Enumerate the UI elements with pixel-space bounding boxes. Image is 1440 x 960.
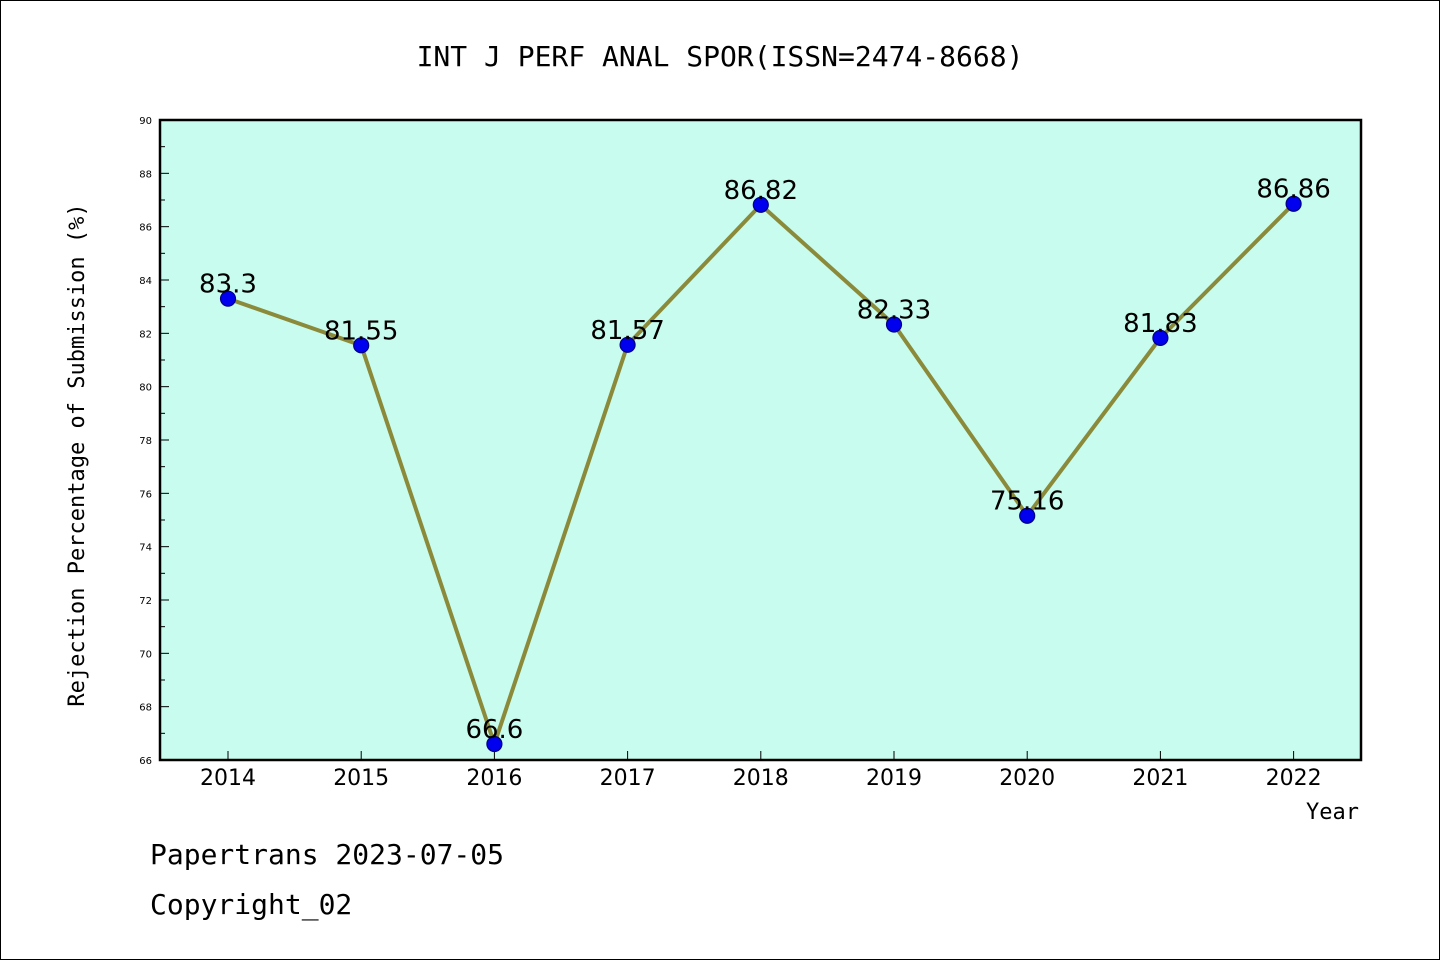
y-tick-label: 72 <box>139 596 152 607</box>
y-tick-label: 70 <box>139 649 152 660</box>
data-label: 75.16 <box>990 487 1064 517</box>
x-tick-label: 2022 <box>1266 766 1322 791</box>
y-tick-label: 88 <box>139 169 152 180</box>
plot-area <box>160 120 1361 760</box>
data-point <box>1152 329 1169 346</box>
chart-title: INT J PERF ANAL SPOR(ISSN=2474-8668) <box>417 40 1024 73</box>
data-point <box>885 316 903 333</box>
plot-border <box>158 118 1363 762</box>
x-tick-label: 2014 <box>200 766 256 791</box>
data-label: 81.55 <box>324 316 398 346</box>
y-axis-label: Rejection Percentage of Submission (%) <box>65 203 90 706</box>
data-labels: 83.3 81.55 66.6 81.57 86.82 82.33 75.16 81.83 86… <box>199 175 1331 745</box>
data-label: 66.6 <box>465 715 523 745</box>
y-tick-label: 86 <box>139 223 152 234</box>
data-label: 86.86 <box>1256 175 1330 205</box>
y-tick-label: 84 <box>139 276 152 287</box>
y-tick-label: 80 <box>139 383 152 394</box>
x-tick-label: 2016 <box>466 766 522 791</box>
y-tick-label: 90 <box>139 116 152 127</box>
x-tick-label: 2021 <box>1132 766 1188 791</box>
data-point <box>1019 507 1036 524</box>
data-point <box>619 336 636 353</box>
x-axis: 2014 2015 2016 2017 2018 2019 2020 2021 2022 <box>200 751 1322 791</box>
x-tick-label: 2019 <box>866 766 922 791</box>
y-tick-label: 82 <box>139 329 152 340</box>
data-point <box>1285 195 1302 212</box>
footer-copyright: Copyright_02 <box>150 888 352 922</box>
x-tick-label: 2020 <box>999 766 1055 791</box>
data-points <box>219 195 1302 753</box>
y-tick-label: 66 <box>139 756 152 767</box>
footer-date: Papertrans 2023-07-05 <box>150 838 504 871</box>
data-label: 86.82 <box>724 176 798 206</box>
data-label: 83.3 <box>199 270 257 300</box>
x-tick-label: 2015 <box>333 766 389 791</box>
data-point <box>752 196 769 213</box>
y-tick-label: 76 <box>139 489 152 500</box>
y-tick-label: 78 <box>139 436 152 447</box>
data-label: 81.83 <box>1123 309 1197 339</box>
y-axis: 66 68 70 72 74 76 78 80 82 84 86 88 90 <box>139 116 169 767</box>
y-tick-label: 68 <box>139 703 152 714</box>
x-axis-label: Year <box>1306 800 1359 825</box>
data-label: 81.57 <box>590 316 664 346</box>
data-label: 82.33 <box>857 296 931 326</box>
y-tick-label: 74 <box>139 543 152 554</box>
data-point <box>486 735 503 753</box>
x-tick-label: 2017 <box>600 766 656 791</box>
data-point <box>219 290 237 307</box>
x-tick-label: 2018 <box>733 766 789 791</box>
data-point <box>353 337 370 354</box>
